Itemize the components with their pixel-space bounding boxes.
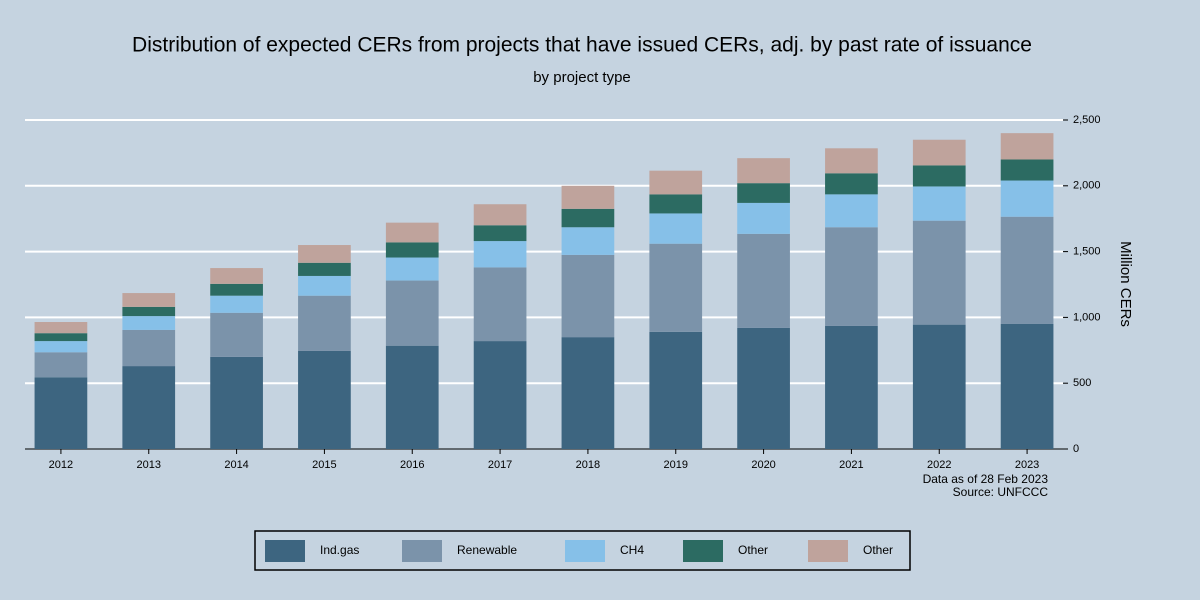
bar-segment bbox=[385, 222, 439, 243]
legend-swatch bbox=[402, 540, 442, 562]
bar-segment bbox=[385, 257, 439, 281]
legend-swatch bbox=[565, 540, 605, 562]
bar-segment bbox=[298, 350, 351, 449]
bar-segment bbox=[210, 312, 263, 357]
bar-segment bbox=[298, 262, 351, 276]
bar-segment bbox=[912, 186, 966, 221]
bar-segment bbox=[34, 322, 88, 334]
bar-segment bbox=[122, 366, 176, 449]
bar-segment bbox=[649, 213, 703, 244]
bar-segment bbox=[737, 327, 790, 449]
bar-segment bbox=[473, 341, 527, 449]
bar-segment bbox=[210, 283, 263, 296]
bar-segment bbox=[912, 220, 966, 325]
x-tick-label: 2018 bbox=[576, 459, 600, 471]
bar-segment bbox=[298, 245, 351, 263]
bar-segment bbox=[473, 204, 527, 226]
bar-segment bbox=[122, 329, 176, 367]
bar-segment bbox=[1000, 180, 1054, 217]
bar-segment bbox=[34, 352, 88, 378]
bar-segment bbox=[561, 227, 615, 255]
x-tick-label: 2020 bbox=[751, 459, 775, 471]
y-axis-label: Million CERs bbox=[1117, 241, 1134, 327]
bar-segment bbox=[1000, 159, 1054, 181]
bar-segment bbox=[298, 295, 351, 351]
bar-segment bbox=[825, 173, 878, 195]
bar-segment bbox=[473, 267, 527, 342]
bar-segment bbox=[210, 268, 263, 284]
bar-segment bbox=[825, 148, 878, 174]
bar-segment bbox=[737, 202, 790, 234]
bar-segment bbox=[737, 158, 790, 184]
y-tick-label: 500 bbox=[1073, 377, 1091, 389]
x-tick-label: 2016 bbox=[400, 459, 424, 471]
legend-label: Renewable bbox=[457, 543, 517, 557]
legend-label: Ind.gas bbox=[320, 543, 359, 557]
bar-segment bbox=[122, 293, 176, 307]
bar-segment bbox=[210, 295, 263, 313]
bar-segment bbox=[737, 183, 790, 203]
y-tick-label: 2,000 bbox=[1073, 180, 1101, 192]
note: Source: UNFCCC bbox=[953, 485, 1049, 499]
bar-segment bbox=[122, 306, 176, 317]
legend-swatch bbox=[683, 540, 723, 562]
bar-segment bbox=[385, 242, 439, 258]
y-tick-label: 1,000 bbox=[1073, 311, 1101, 323]
bar-segment bbox=[561, 254, 615, 338]
bar-segment bbox=[912, 165, 966, 187]
bar-segment bbox=[473, 225, 527, 242]
x-tick-label: 2017 bbox=[488, 459, 512, 471]
y-tick-label: 0 bbox=[1073, 443, 1079, 455]
bar-segment bbox=[1000, 216, 1054, 324]
x-tick-label: 2014 bbox=[224, 459, 248, 471]
bar-segment bbox=[825, 325, 878, 449]
x-tick-label: 2013 bbox=[137, 459, 161, 471]
bar-segment bbox=[912, 139, 966, 166]
legend-label: Other bbox=[863, 543, 893, 557]
legend-box bbox=[254, 530, 911, 571]
bar-segment bbox=[1000, 323, 1054, 449]
note: Data as of 28 Feb 2023 bbox=[923, 472, 1049, 486]
bar-segment bbox=[34, 341, 88, 353]
bar-segment bbox=[1000, 133, 1054, 160]
bar-segment bbox=[561, 208, 615, 228]
x-tick-label: 2022 bbox=[927, 459, 951, 471]
bar-segment bbox=[298, 275, 351, 296]
bar-segment bbox=[649, 194, 703, 214]
bar-segment bbox=[385, 345, 439, 449]
x-tick-label: 2019 bbox=[664, 459, 688, 471]
bar-segment bbox=[825, 194, 878, 228]
legend-swatch bbox=[808, 540, 848, 562]
bar-segment bbox=[34, 333, 88, 342]
y-tick-label: 1,500 bbox=[1073, 246, 1101, 258]
bar-segment bbox=[561, 337, 615, 449]
bar-segment bbox=[649, 170, 703, 195]
bar-segment bbox=[825, 227, 878, 326]
x-tick-label: 2023 bbox=[1015, 459, 1039, 471]
chart-title: Distribution of expected CERs from proje… bbox=[132, 34, 1032, 57]
x-tick-label: 2021 bbox=[839, 459, 863, 471]
chart-subtitle: by project type bbox=[533, 69, 631, 86]
bar-segment bbox=[385, 280, 439, 346]
bar-segment bbox=[34, 377, 88, 449]
bar-segment bbox=[737, 233, 790, 328]
legend-swatch bbox=[265, 540, 305, 562]
legend-label: Other bbox=[738, 543, 768, 557]
bar-segment bbox=[649, 331, 703, 449]
bar-segment bbox=[122, 316, 176, 330]
bar-segment bbox=[649, 243, 703, 332]
x-tick-label: 2012 bbox=[49, 459, 73, 471]
legend-label: CH4 bbox=[620, 543, 644, 557]
bar-segment bbox=[561, 185, 615, 209]
y-tick-label: 2,500 bbox=[1073, 114, 1101, 126]
x-tick-label: 2015 bbox=[312, 459, 336, 471]
bar-segment bbox=[473, 241, 527, 268]
bar-segment bbox=[210, 356, 263, 449]
bar-segment bbox=[912, 324, 966, 449]
